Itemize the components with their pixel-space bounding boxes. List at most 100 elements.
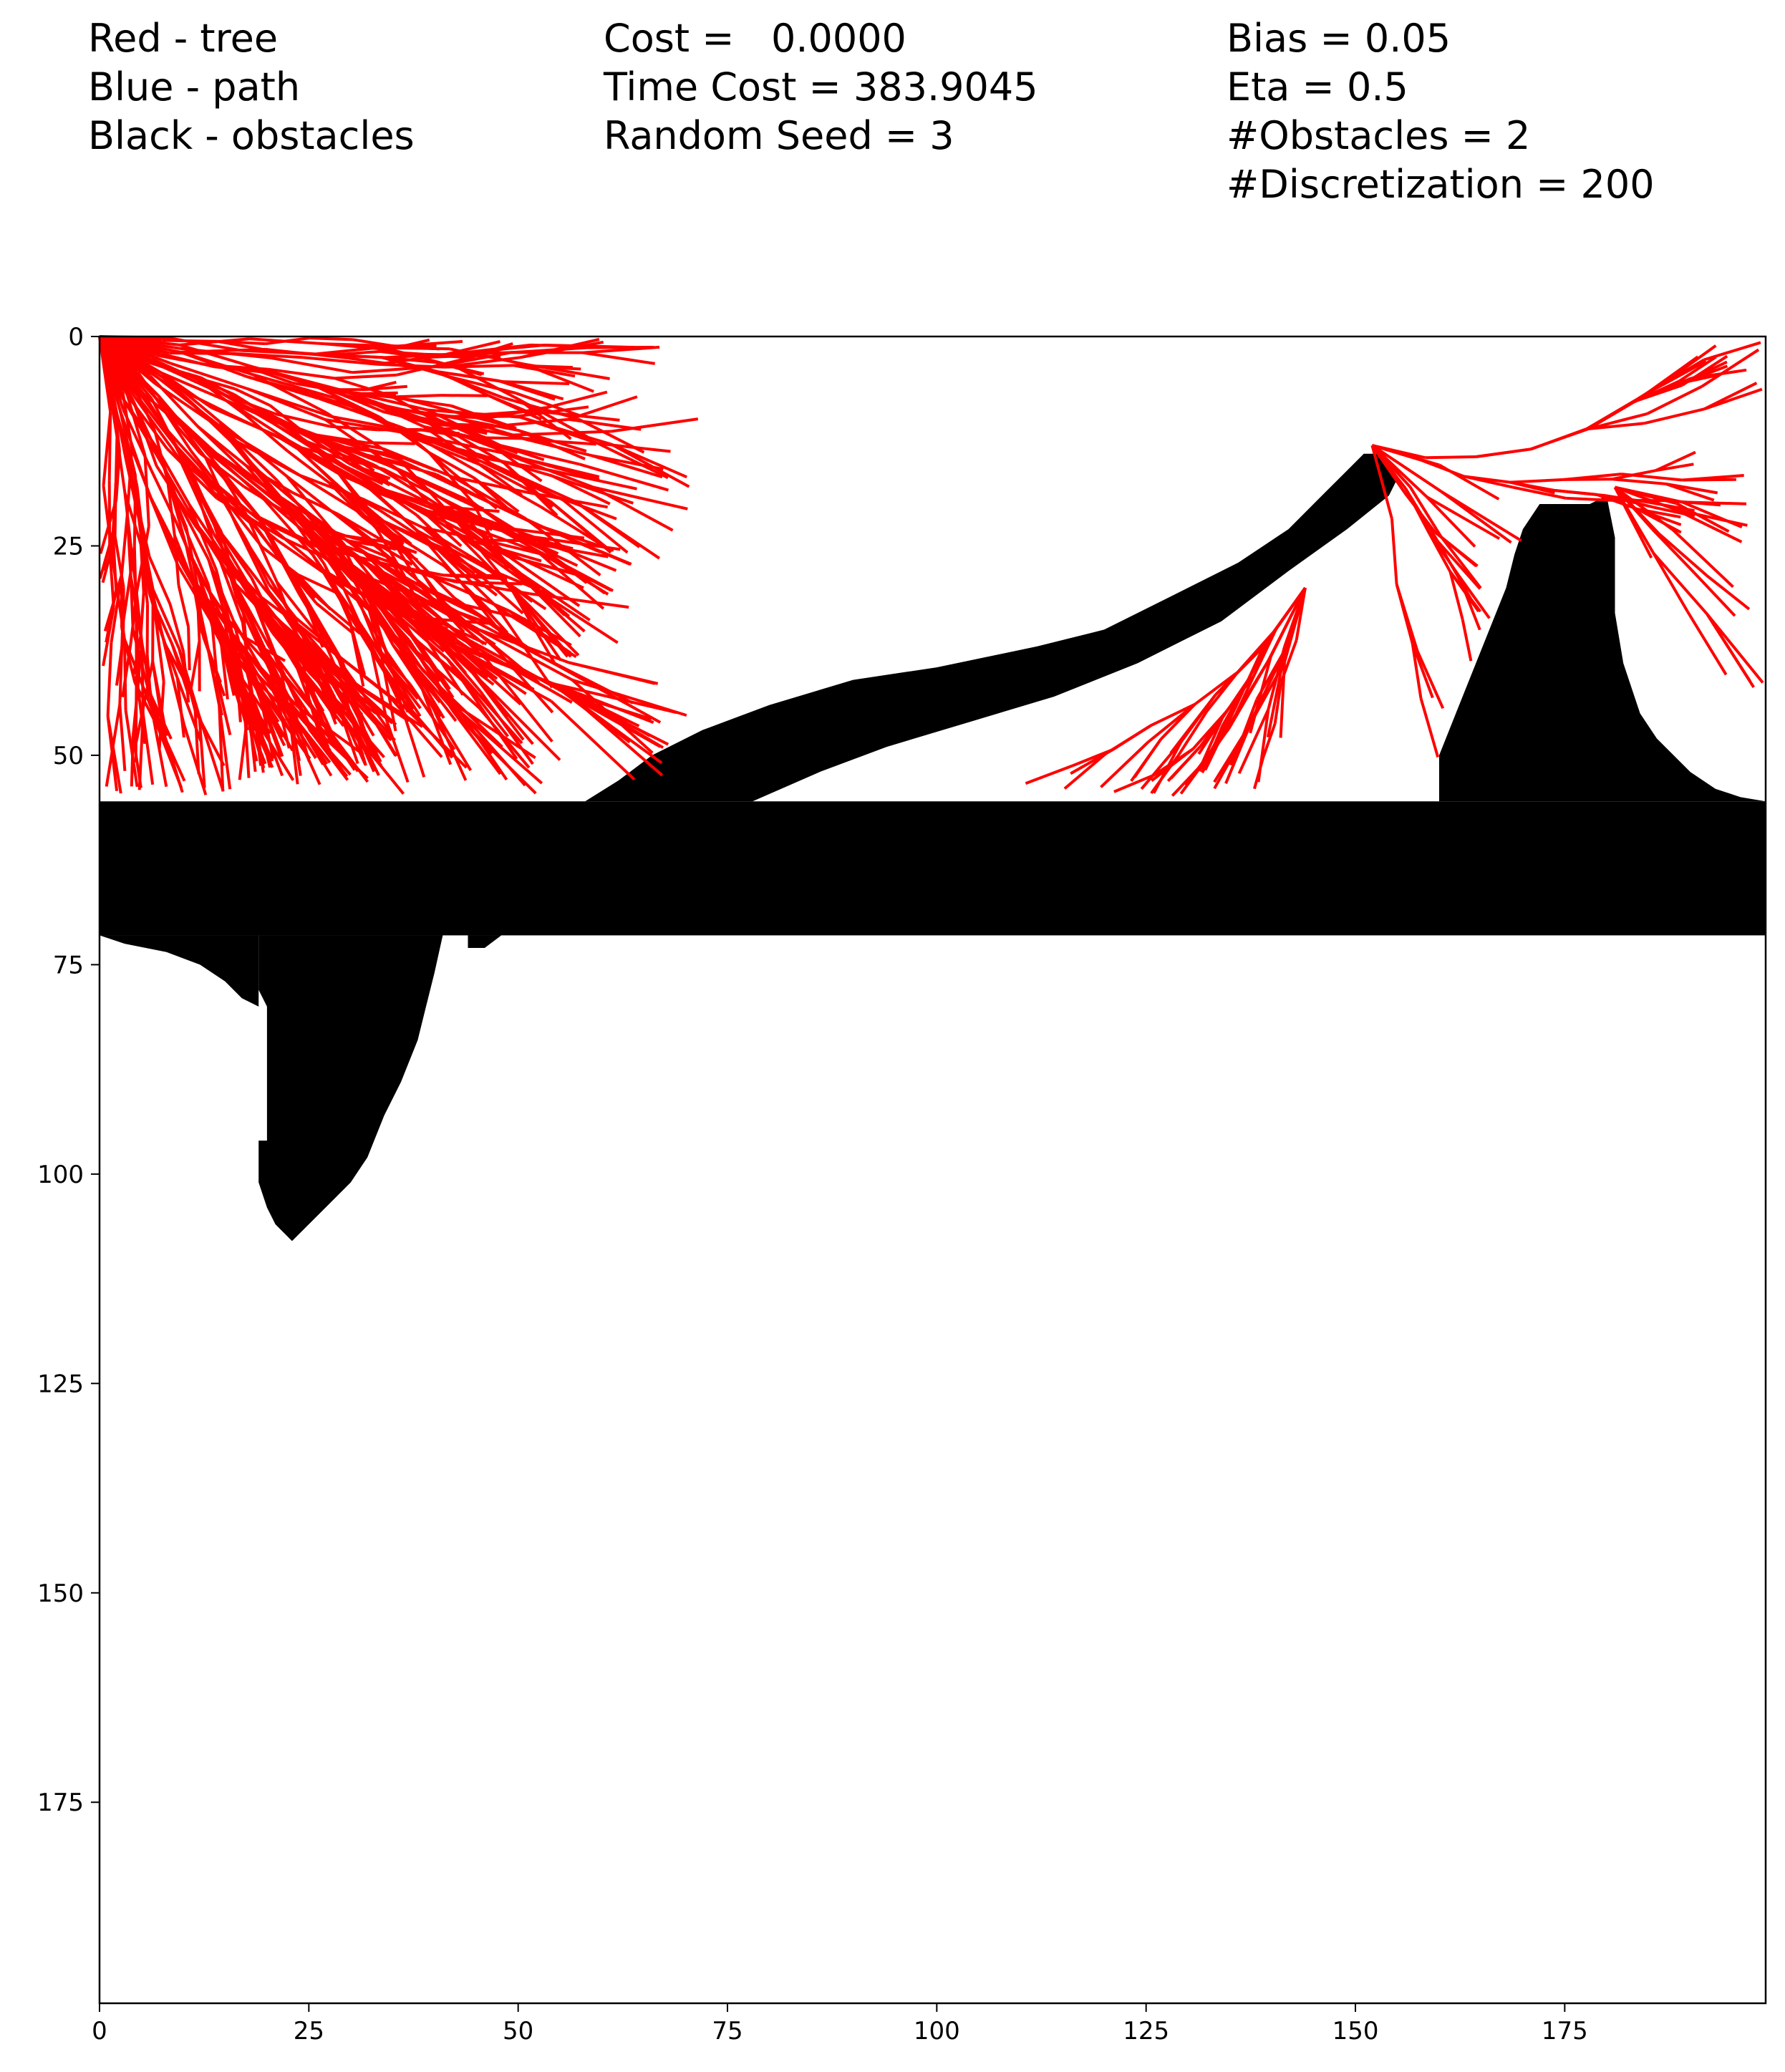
tree-edge xyxy=(267,367,335,380)
tree-edge xyxy=(1587,400,1635,430)
tree-edge xyxy=(322,662,366,704)
tree-edge xyxy=(235,526,271,592)
tree-edge xyxy=(224,652,259,724)
tree-edge xyxy=(1421,458,1464,478)
tree-edge xyxy=(115,436,127,493)
tree-edge xyxy=(610,442,690,488)
tree-edge xyxy=(241,648,284,738)
tree-edge xyxy=(357,737,405,795)
tree-edge xyxy=(455,365,520,401)
tree-edge xyxy=(1025,764,1073,785)
obstacle-drop-obstacle xyxy=(258,935,443,1241)
tree-edge xyxy=(1658,532,1708,577)
tree-edge xyxy=(178,458,216,535)
tree-edge xyxy=(374,542,402,576)
tree-edge xyxy=(122,409,153,471)
tree-edge xyxy=(1179,727,1230,795)
tree-edge xyxy=(249,511,317,546)
tree-edge xyxy=(381,519,440,552)
tree-edge xyxy=(276,538,329,578)
tree-edge xyxy=(533,536,621,551)
tree-edge xyxy=(1199,711,1227,747)
tree-edge xyxy=(126,394,147,456)
tree-edge xyxy=(1678,355,1717,382)
tree-edge xyxy=(379,561,444,577)
tree-edge xyxy=(249,337,326,346)
tree-edge xyxy=(159,378,226,431)
tree-edge xyxy=(529,491,609,509)
tree-edge xyxy=(420,614,482,658)
tree-edge xyxy=(370,611,410,651)
tree-edge xyxy=(389,394,434,421)
tree-edge xyxy=(1588,422,1645,430)
tree-edge xyxy=(417,640,462,678)
tree-edge xyxy=(348,607,382,663)
tree-edge xyxy=(297,706,364,756)
tree-edge xyxy=(410,635,455,699)
tree-edge xyxy=(551,474,611,505)
tree-edge xyxy=(227,400,305,436)
tree-edge xyxy=(160,372,221,423)
tree-edge xyxy=(1614,485,1678,505)
tree-edge xyxy=(486,652,573,704)
tree-edge xyxy=(569,694,662,748)
tree-edge xyxy=(428,368,504,400)
tree-edge xyxy=(150,470,178,523)
tree-edge xyxy=(568,417,642,431)
tree-edge xyxy=(264,676,296,735)
tree-edge xyxy=(374,464,440,507)
tree-edge xyxy=(1266,662,1285,738)
tree-edge xyxy=(327,574,389,610)
tree-edge xyxy=(122,639,127,711)
tree-edge xyxy=(201,442,266,501)
tree-edge xyxy=(382,405,450,419)
tree-edge xyxy=(1214,645,1264,696)
tree-edge xyxy=(1463,475,1514,489)
tree-edge xyxy=(151,661,168,737)
tree-edge xyxy=(163,470,188,547)
tree-edge xyxy=(298,473,363,500)
x-tick-label: 25 xyxy=(294,2017,324,2046)
tree-edge xyxy=(102,485,114,558)
tree-edge xyxy=(1177,710,1209,756)
tree-edge xyxy=(214,525,253,579)
obstacle-peak xyxy=(1439,495,1766,802)
random-seed-text: Random Seed = 3 xyxy=(604,113,954,158)
tree-edge xyxy=(258,693,275,760)
tree-edge xyxy=(517,429,586,460)
tree-edge xyxy=(478,561,533,603)
tree-edge xyxy=(485,658,553,743)
tree-edge xyxy=(392,644,442,718)
y-tick-label: 75 xyxy=(53,951,84,979)
tree-edge xyxy=(450,709,502,775)
tree-edge xyxy=(329,425,379,432)
tree-edge xyxy=(142,392,204,445)
tree-edge xyxy=(366,587,449,661)
tree-edge xyxy=(118,704,127,771)
tree-edge xyxy=(533,548,605,610)
tree-edge xyxy=(482,460,547,495)
tree-edge xyxy=(1411,643,1423,699)
tree-edge xyxy=(1675,502,1730,533)
tree-edge xyxy=(286,701,369,780)
tree-edge xyxy=(475,571,524,615)
tree-edge xyxy=(396,359,460,377)
tree-edge xyxy=(285,475,361,535)
tree-edge xyxy=(284,626,337,681)
tree-edge xyxy=(308,728,349,781)
tree-edge xyxy=(458,342,513,362)
tree-edge xyxy=(399,574,464,606)
tree-edge xyxy=(328,647,406,709)
tree-edge xyxy=(444,364,514,369)
tree-edge xyxy=(298,624,333,664)
y-tick-label: 50 xyxy=(53,742,84,770)
tree-edge xyxy=(131,735,142,788)
tree-edge xyxy=(562,498,629,554)
tree-edge xyxy=(319,671,364,716)
tree-edge xyxy=(1476,447,1532,458)
tree-edge xyxy=(245,539,271,586)
tree-edge xyxy=(445,340,500,357)
tree-edge xyxy=(533,548,609,596)
tree-edge xyxy=(227,400,291,442)
tree-edge xyxy=(158,681,165,749)
